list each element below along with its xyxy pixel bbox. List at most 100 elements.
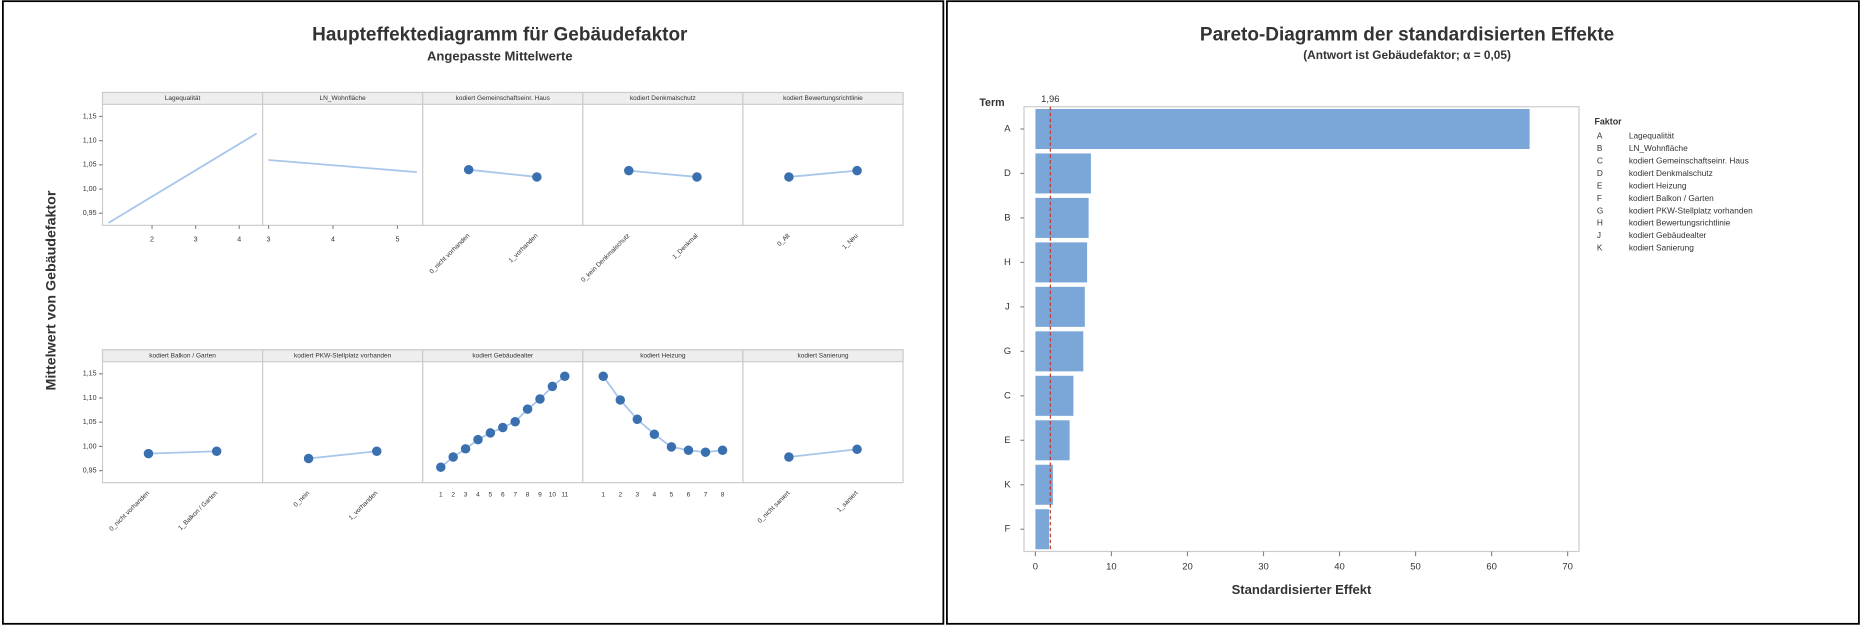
legend-name: kodiert Sanierung — [1629, 243, 1694, 253]
legend-letter: H — [1597, 218, 1603, 228]
legend-letter: C — [1597, 155, 1603, 165]
effect-line — [268, 159, 417, 173]
y-tick-label: 1,05 — [83, 161, 97, 169]
bar — [1035, 420, 1070, 461]
y-tick-label: A — [1004, 123, 1011, 134]
effect-point — [598, 371, 608, 381]
panel — [742, 91, 904, 226]
effect-point — [372, 446, 382, 456]
panel — [582, 91, 744, 226]
legend-letter: A — [1597, 131, 1603, 141]
panel-title: kodiert Heizung — [640, 353, 686, 360]
panel-header — [742, 91, 904, 105]
y-tick-label: 1,00 — [83, 185, 97, 193]
effect-point — [560, 371, 570, 381]
plot-area — [1023, 106, 1580, 553]
y-tick-label: 1,10 — [83, 137, 97, 145]
x-tick-label: 4 — [331, 235, 335, 243]
effect-point — [522, 404, 533, 414]
y-tick-label: 1,00 — [83, 442, 97, 450]
effect-point — [784, 452, 794, 462]
panel — [582, 349, 744, 484]
effect-line — [308, 450, 377, 460]
effect-line — [107, 132, 258, 224]
panel — [101, 349, 264, 484]
x-tick-label: 5 — [670, 491, 674, 498]
x-tick-label: 70 — [1562, 561, 1573, 572]
panel-title: kodiert Bewertungsrichtlinie — [783, 95, 863, 102]
y-tick-label: 0,95 — [83, 466, 97, 474]
effect-point — [683, 445, 694, 456]
x-tick-label: 4 — [476, 491, 480, 498]
y-tick-label: K — [1004, 479, 1011, 490]
y-tick-label: E — [1004, 435, 1010, 446]
effect-line — [628, 169, 698, 178]
y-axis-label: Mittelwert von Gebäudefaktor — [43, 190, 59, 390]
effect-point — [460, 444, 471, 454]
effect-point — [547, 381, 558, 392]
bar — [1035, 197, 1089, 238]
effect-point — [535, 394, 545, 404]
chart-title: Pareto-Diagramm der standardisierten Eff… — [1200, 25, 1614, 46]
effect-line — [468, 168, 537, 178]
panel-title: kodiert PKW-Stellplatz vorhanden — [294, 353, 392, 360]
x-tick-label: 5 — [489, 491, 493, 498]
x-tick-label: 4 — [237, 235, 241, 243]
legend-letter: B — [1597, 143, 1603, 153]
legend-name: kodiert PKW-Stellplatz vorhanden — [1629, 205, 1753, 215]
effect-point — [632, 414, 643, 425]
x-axis-label: Standardisierter Effekt — [1232, 582, 1372, 597]
legend-name: kodiert Balkon / Garten — [1629, 193, 1714, 203]
y-tick-label: C — [1004, 390, 1011, 401]
panel — [422, 91, 584, 226]
effect-point — [717, 445, 728, 456]
panel — [742, 349, 904, 484]
panel-title: kodiert Gebäudealter — [472, 353, 534, 360]
x-tick-label: 50 — [1410, 561, 1421, 572]
panel-title: kodiert Sanierung — [797, 353, 848, 360]
legend-letter: J — [1597, 230, 1601, 240]
x-tick-label: 2 — [150, 235, 154, 243]
effect-point — [448, 452, 458, 462]
effect-line — [788, 448, 858, 458]
effect-point — [143, 448, 154, 459]
bar — [1035, 286, 1085, 327]
panel-header — [742, 349, 904, 363]
x-tick-label: 1 — [601, 491, 605, 498]
x-tick-label: 8 — [526, 491, 530, 498]
y-axis-label: Term — [979, 97, 1004, 109]
panel-title: Lagequalität — [165, 95, 201, 102]
x-tick-label: 9 — [538, 491, 542, 498]
effect-point — [852, 165, 862, 176]
chart-title: Haupteffektediagramm für Gebäudefaktor — [312, 25, 688, 46]
x-tick-label: 3 — [194, 235, 198, 243]
effect-point — [666, 442, 677, 452]
bar — [1035, 242, 1088, 283]
y-tick-label: G — [1004, 346, 1011, 357]
reference-label: 1,96 — [1041, 94, 1059, 105]
effect-point — [852, 444, 862, 455]
effect-point — [485, 428, 496, 438]
x-tick-label: 0 — [1033, 561, 1038, 572]
effect-point — [700, 447, 711, 457]
y-tick-label: 0,95 — [83, 209, 97, 217]
y-tick-label: 1,05 — [83, 418, 97, 426]
y-tick-label: 1,10 — [83, 394, 97, 402]
y-tick-label: 1,15 — [83, 370, 97, 378]
legend-name: kodiert Heizung — [1629, 180, 1687, 190]
effect-point — [615, 395, 626, 405]
legend-name: LN_Wohnfläche — [1629, 143, 1688, 153]
x-tick-label: 3 — [464, 491, 468, 498]
y-tick-label: D — [1004, 168, 1011, 179]
legend-name: kodiert Denkmalschutz — [1629, 168, 1713, 178]
x-tick-label: 2 — [451, 491, 455, 498]
effect-point — [211, 446, 222, 456]
x-tick-label: 30 — [1258, 561, 1269, 572]
effect-point — [463, 164, 474, 175]
x-tick-label: 7 — [513, 491, 517, 498]
effect-point — [649, 429, 660, 440]
x-tick-label: 20 — [1182, 561, 1193, 572]
x-tick-label: 10 — [1106, 561, 1117, 572]
y-tick-label: H — [1004, 257, 1011, 268]
